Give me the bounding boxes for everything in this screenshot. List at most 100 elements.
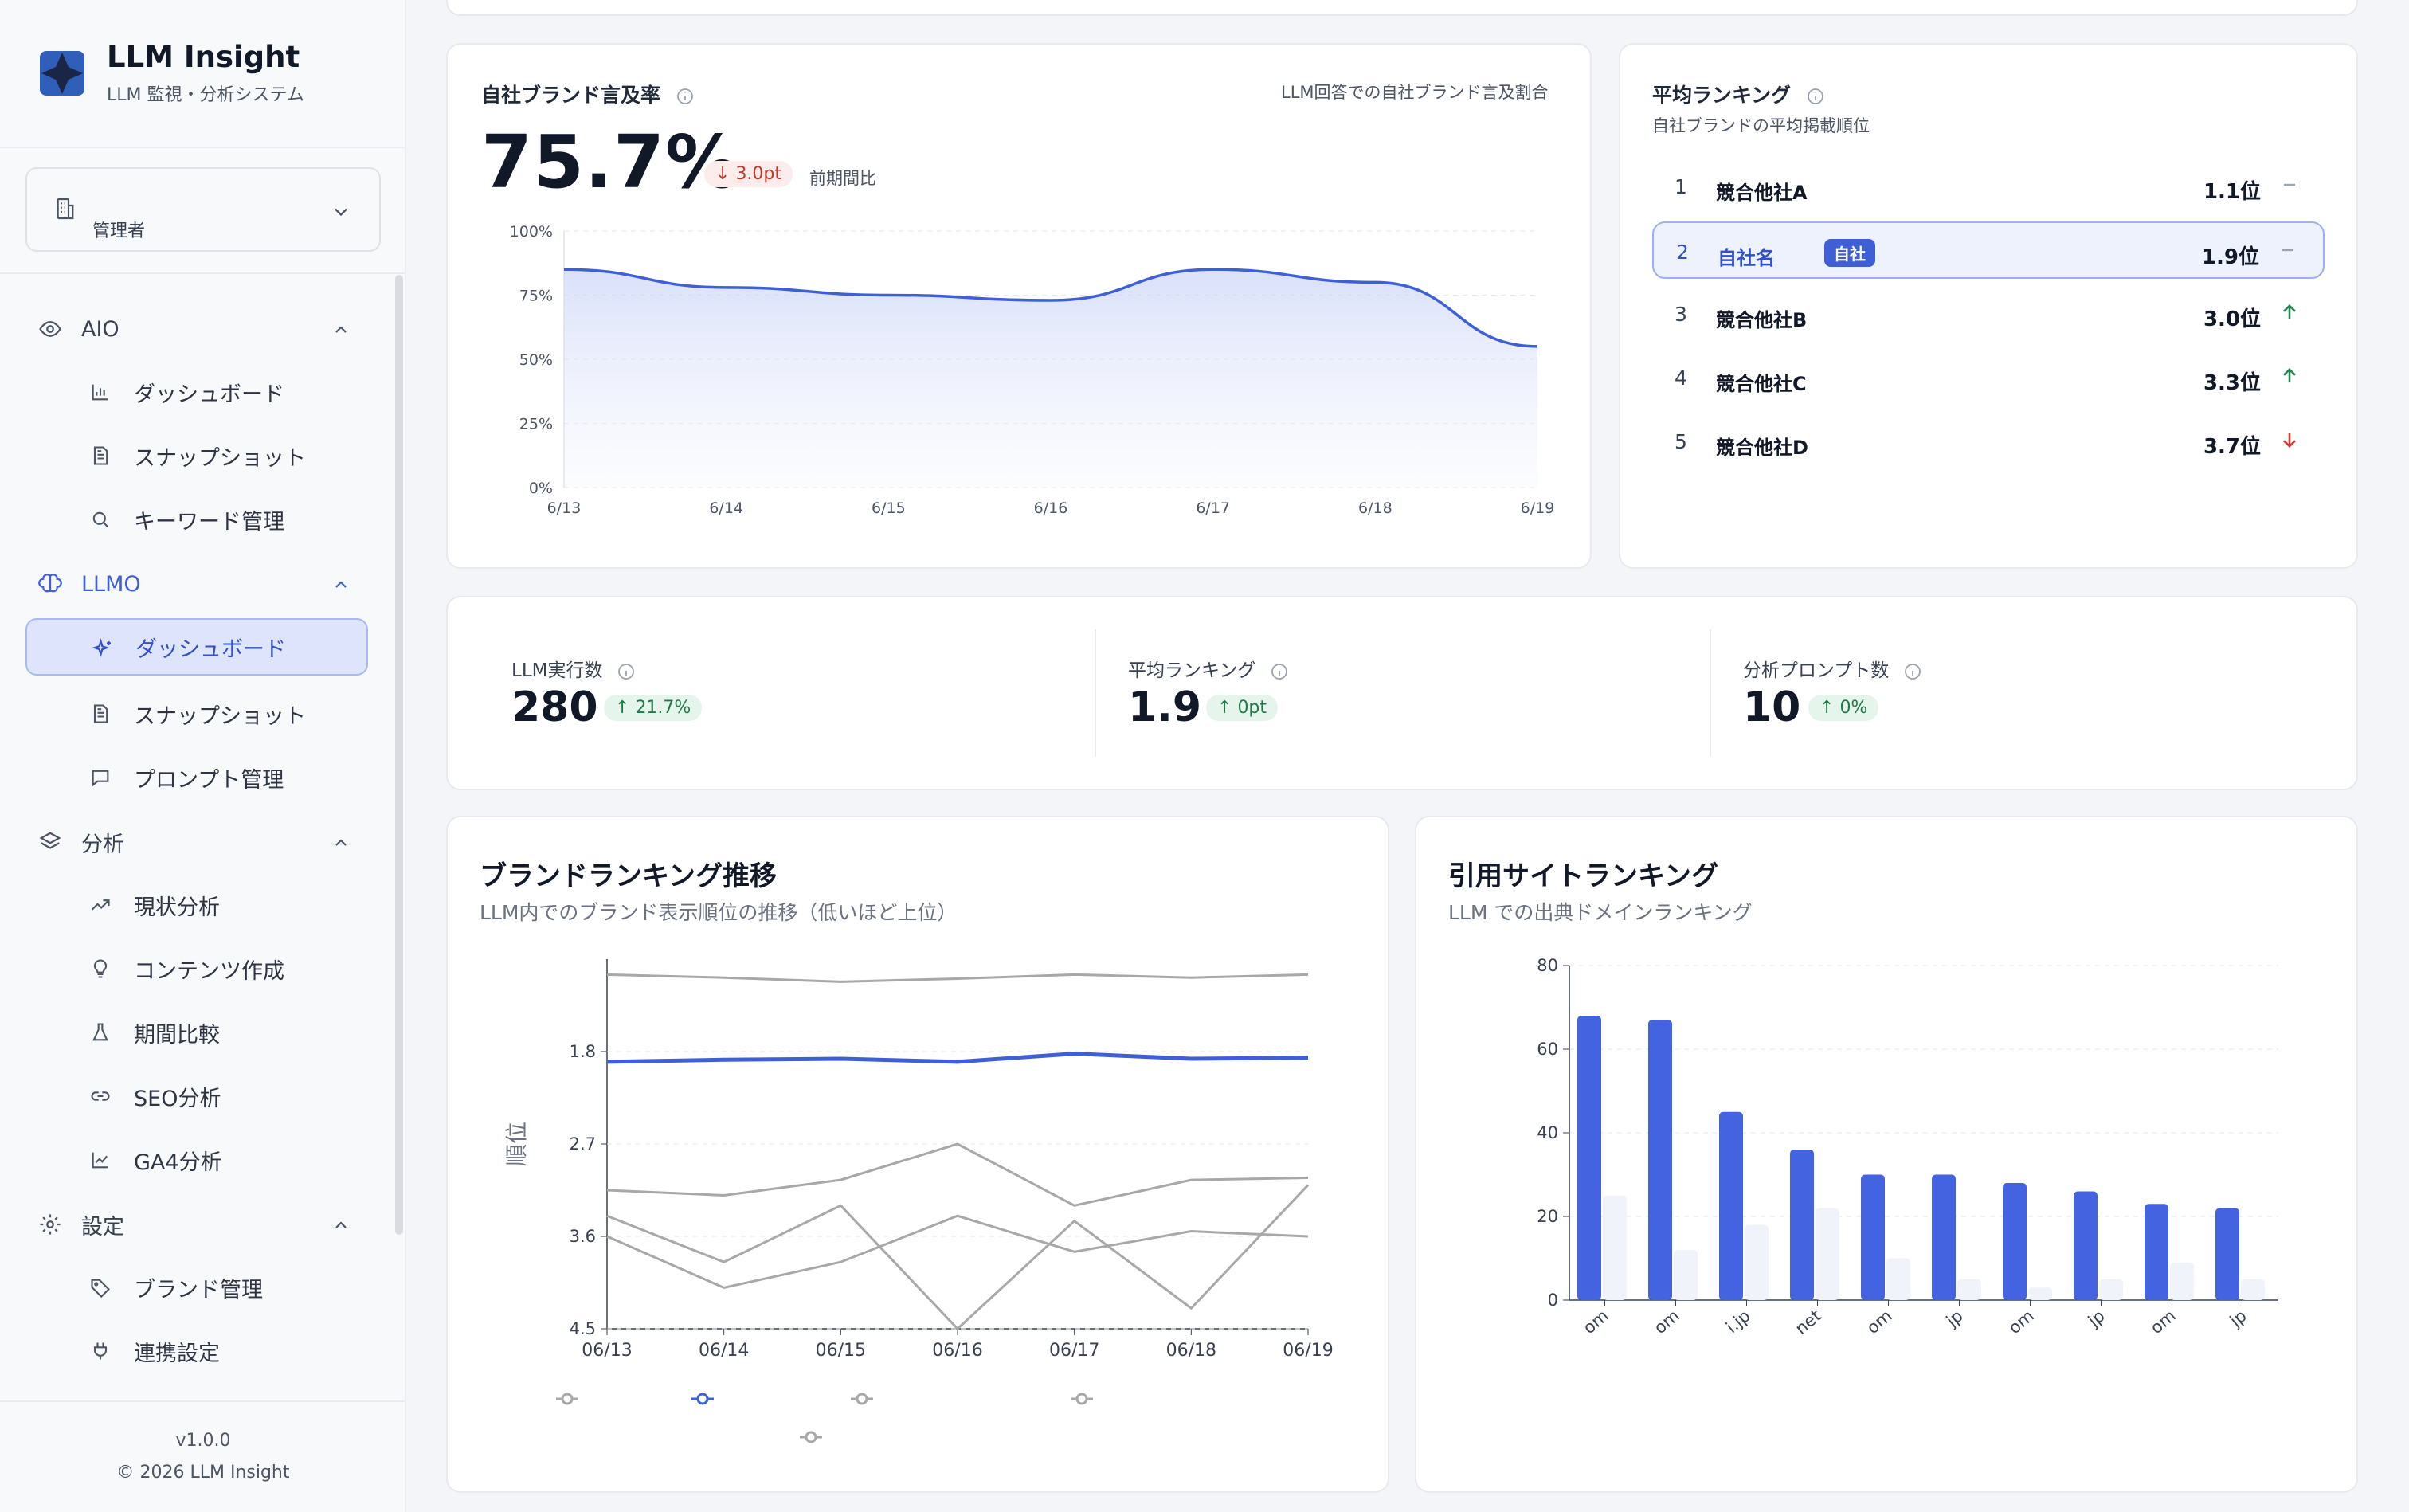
eye-icon (39, 321, 61, 337)
sidebar-item-aio-snapshot[interactable]: スナップショット (25, 427, 368, 484)
divider (0, 1400, 406, 1402)
logo-icon (40, 51, 84, 96)
document-icon (93, 446, 108, 465)
sidebar-item-label: 連携設定 (134, 1341, 220, 1366)
bar-primary[interactable] (1790, 1150, 1814, 1300)
kpi-delta-text: 21.7% (635, 698, 691, 718)
mention-rate-value: 75.7% (481, 119, 740, 205)
role-select[interactable]: 管理者 (25, 167, 381, 252)
info-icon[interactable] (617, 662, 636, 681)
brand-trend-title: ブランドランキング推移 (480, 860, 777, 892)
sidebar-item-integrations[interactable]: 連携設定 (25, 1322, 368, 1380)
sidebar-item-llmo-snapshot[interactable]: スナップショット (25, 685, 368, 742)
x-tick-label: om (2005, 1306, 2038, 1338)
arrow-up-icon (2283, 368, 2296, 383)
bar-primary[interactable] (1719, 1111, 1743, 1300)
divider (0, 147, 406, 148)
bar-secondary[interactable] (2170, 1262, 2194, 1300)
legend-item[interactable] (556, 1393, 578, 1405)
bar-primary[interactable] (2003, 1183, 2027, 1300)
rank-value: 3.7位 (2203, 435, 2261, 459)
kpi-delta-text: 0% (1839, 698, 1868, 718)
x-tick-label: 06/19 (1283, 1341, 1333, 1361)
citation-card (1415, 816, 2358, 1493)
y-tick-label: 100% (510, 223, 553, 241)
x-tick-label: 06/13 (582, 1341, 632, 1361)
rank-row[interactable]: 5 競合他社D 3.7位 (1652, 413, 2325, 470)
bar-secondary[interactable] (1674, 1250, 1698, 1300)
brain-icon (38, 574, 62, 593)
bar-secondary[interactable] (1816, 1208, 1839, 1301)
sidebar-item-label: ブランド管理 (134, 1277, 263, 1302)
series-line-self (606, 1052, 1309, 1064)
chevron-up-icon (335, 326, 347, 333)
info-icon[interactable] (1903, 662, 1922, 681)
bar-secondary[interactable] (1603, 1195, 1627, 1300)
bar-secondary[interactable] (1886, 1258, 1910, 1301)
plug-icon (93, 1342, 108, 1360)
x-tick-label: i.jp (1722, 1306, 1754, 1337)
info-icon[interactable] (676, 87, 695, 106)
bar-secondary[interactable] (2099, 1279, 2123, 1300)
line-chart-icon (92, 1152, 108, 1169)
sidebar-item-ga4-analysis[interactable]: GA4分析 (25, 1131, 368, 1189)
sidebar-item-period-compare[interactable]: 期間比較 (25, 1004, 368, 1061)
sidebar-item-llmo-prompts[interactable]: プロンプト管理 (25, 749, 368, 806)
bar-primary[interactable] (2074, 1191, 2098, 1301)
info-icon[interactable] (1806, 87, 1825, 106)
y-axis-label: 順位 (503, 1122, 530, 1166)
sidebar-item-current-analysis[interactable]: 現状分析 (25, 876, 368, 934)
legend-item[interactable] (691, 1393, 714, 1405)
x-tick-label: 06/15 (816, 1341, 866, 1361)
nav-group-settings[interactable]: 設定 (38, 1205, 351, 1244)
building-icon (57, 198, 74, 220)
x-tick-label: 6/16 (1034, 499, 1068, 517)
nav-group-analysis[interactable]: 分析 (38, 822, 351, 862)
kpi-label-text: LLM実行数 (511, 660, 603, 681)
bar-primary[interactable] (1861, 1174, 1885, 1301)
nav-group-aio[interactable]: AIO (38, 309, 351, 349)
rank-brand-name: 競合他社C (1716, 373, 1807, 395)
bar-primary[interactable] (2145, 1204, 2168, 1300)
legend-item[interactable] (851, 1393, 873, 1405)
bar-chart-icon (92, 384, 108, 401)
bar-primary[interactable] (1577, 1016, 1601, 1300)
app-version: v1.0.0 (175, 1431, 231, 1451)
self-badge: 自社 (1824, 239, 1875, 267)
bar-primary[interactable] (1648, 1020, 1672, 1300)
sidebar-item-brand-management[interactable]: ブランド管理 (25, 1259, 368, 1316)
sidebar-item-seo-analysis[interactable]: SEO分析 (25, 1067, 368, 1125)
bar-primary[interactable] (1932, 1174, 1956, 1301)
chevron-up-icon (335, 1221, 347, 1228)
rank-row[interactable]: 1 競合他社A 1.1位 (1652, 158, 2325, 215)
x-tick-label: 6/17 (1196, 499, 1230, 517)
brand[interactable]: LLM Insight LLM 監視・分析システム (37, 41, 304, 106)
minus-icon (2284, 183, 2295, 186)
x-tick-label: om (1863, 1306, 1896, 1338)
rank-row[interactable]: 4 競合他社C 3.3位 (1652, 349, 2325, 406)
y-tick-label: 2.7 (570, 1134, 596, 1154)
legend-item[interactable] (800, 1431, 822, 1443)
legend-item[interactable] (1071, 1393, 1093, 1405)
bar-primary[interactable] (2215, 1208, 2239, 1301)
bar-secondary[interactable] (1745, 1224, 1769, 1301)
mention-rate-chart: 0% 25% 50% 75% 100% 6/13 6/14 6/15 6/16 6/17 6/18 6… (510, 223, 1555, 517)
nav-group-llmo[interactable]: LLMO (38, 564, 351, 604)
rank-row[interactable]: 2 自社名 自社 1.9位 (1652, 221, 2325, 279)
bar-secondary[interactable] (2241, 1279, 2265, 1300)
rank-value: 1.1位 (2203, 180, 2261, 204)
sidebar-item-aio-dashboard[interactable]: ダッシュボード (25, 363, 368, 421)
info-icon[interactable] (1270, 662, 1289, 681)
gear-icon (40, 1214, 61, 1235)
rank-value: 3.3位 (2203, 371, 2261, 395)
rank-row[interactable]: 3 競合他社B 3.0位 (1652, 285, 2325, 343)
legend-marker (561, 1393, 574, 1405)
sidebar-scrollbar[interactable] (395, 275, 403, 1235)
bar-secondary[interactable] (1957, 1279, 1981, 1300)
y-tick-label: 1.8 (570, 1042, 596, 1061)
rank-brand-name: 競合他社D (1716, 437, 1808, 459)
bar-secondary[interactable] (2028, 1287, 2052, 1300)
sidebar-item-aio-keywords[interactable]: キーワード管理 (25, 491, 368, 548)
sidebar-item-content-creation[interactable]: コンテンツ作成 (25, 940, 368, 997)
sidebar-item-llmo-dashboard[interactable]: ダッシュボード (25, 618, 368, 676)
